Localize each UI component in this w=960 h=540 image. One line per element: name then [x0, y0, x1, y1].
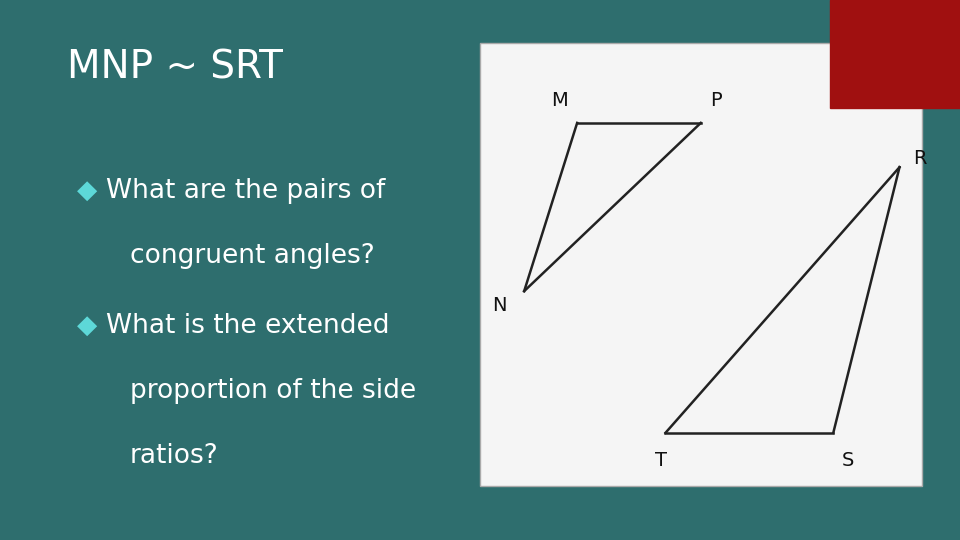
Text: P: P [709, 91, 721, 110]
Bar [830, 0, 960, 108]
Text: ◆: ◆ [77, 313, 97, 339]
Text: MNP ~ SRT: MNP ~ SRT [67, 49, 283, 86]
Text: ◆: ◆ [77, 178, 97, 204]
Text: congruent angles?: congruent angles? [130, 243, 374, 269]
Text: R: R [913, 149, 926, 168]
Text: What is the extended: What is the extended [106, 313, 389, 339]
Text: T: T [655, 450, 667, 470]
Text: proportion of the side: proportion of the side [130, 378, 416, 404]
Bar [480, 43, 922, 486]
Text: M: M [552, 91, 568, 110]
Text: S: S [842, 450, 854, 470]
Text: What are the pairs of: What are the pairs of [106, 178, 385, 204]
Text: ratios?: ratios? [130, 443, 218, 469]
Text: N: N [492, 295, 507, 315]
